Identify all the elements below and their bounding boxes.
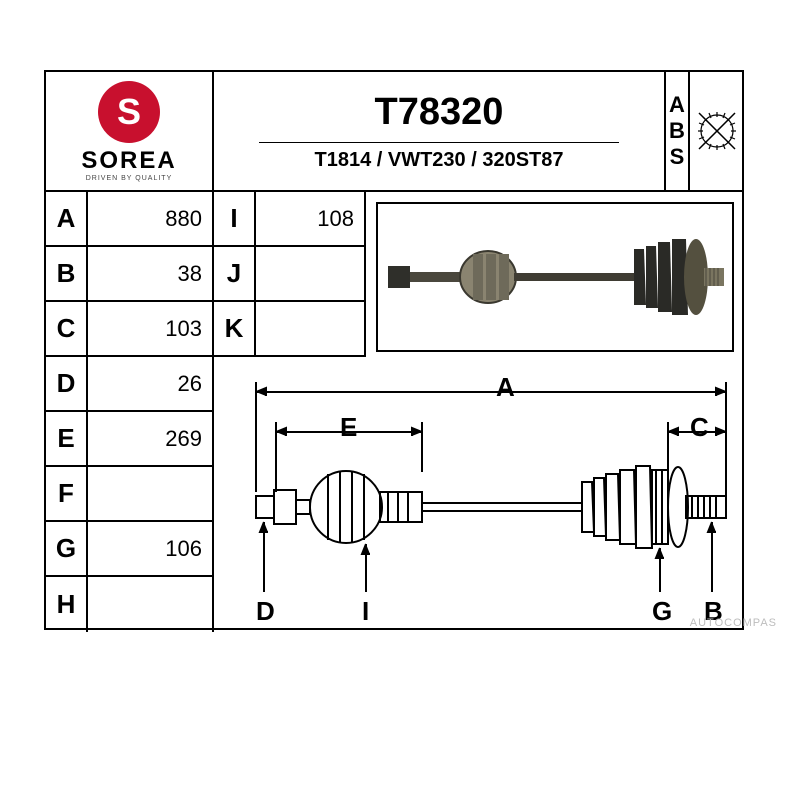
dim-label-e: E — [340, 412, 357, 443]
spec-row: F — [46, 467, 214, 522]
part-number: T78320 — [375, 91, 504, 134]
divider — [259, 142, 619, 143]
spec-row: B38 — [46, 247, 214, 302]
spec-row: A880 — [46, 192, 214, 247]
logo-cell: S SOREA DRIVEN BY QUALITY — [46, 72, 214, 192]
spec-row: K — [214, 302, 366, 357]
spec-row: E269 — [46, 412, 214, 467]
title-cell: T78320 T1814 / VWT230 / 320ST87 — [214, 72, 666, 192]
spec-row: D26 — [46, 357, 214, 412]
sub-part-numbers: T1814 / VWT230 / 320ST87 — [314, 149, 563, 172]
technical-diagram: A E C D I G B — [216, 362, 744, 630]
dim-label-c: C — [690, 412, 709, 443]
dim-label-i: I — [362, 596, 369, 627]
spec-row: H — [46, 577, 214, 632]
abs-gear-icon — [690, 72, 744, 190]
brand-tagline: DRIVEN BY QUALITY — [86, 175, 173, 182]
spec-row: I108 — [214, 192, 366, 247]
spec-row: C103 — [46, 302, 214, 357]
dim-label-a: A — [496, 372, 515, 403]
abs-cell: A B S — [666, 72, 744, 192]
spec-row: G106 — [46, 522, 214, 577]
dim-label-d: D — [256, 596, 275, 627]
brand-logo-icon: S — [98, 81, 160, 143]
spec-row: J — [214, 247, 366, 302]
spec-column-left: A880 B38 C103 D26 E269 F G106 H — [46, 192, 214, 632]
abs-label: A B S — [666, 72, 690, 190]
dim-label-g: G — [652, 596, 672, 627]
brand-logo-glyph: S — [117, 91, 141, 133]
spec-sheet-frame: S SOREA DRIVEN BY QUALITY T78320 T1814 /… — [44, 70, 744, 630]
watermark: AUTOCOMPAS — [690, 617, 777, 629]
product-photo — [376, 202, 734, 352]
spec-column-mid: I108 J K — [214, 192, 366, 357]
brand-name: SOREA — [81, 147, 176, 175]
